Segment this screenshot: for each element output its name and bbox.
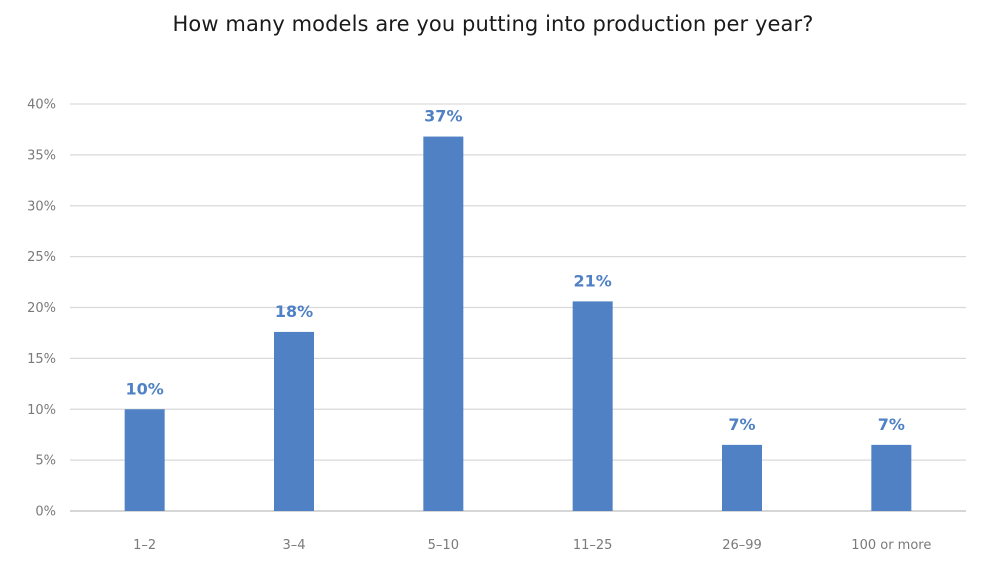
bar [124,409,165,511]
bars [124,136,912,511]
bar [722,444,762,511]
y-tick-label: 15% [27,352,56,367]
chart-title: How many models are you putting into pro… [172,12,814,36]
bar [572,301,613,511]
bar [274,331,314,511]
data-label: 21% [574,271,612,290]
y-tick-label: 20% [27,301,56,316]
x-category-label: 100 or more [851,538,931,553]
y-tick-label: 30% [27,199,56,214]
data-label: 10% [126,379,164,398]
data-label: 7% [878,415,905,434]
bar [423,136,464,511]
y-axis-tick-labels: 0% 5% 10% 15% 20% 25% 30% 35% 40% [27,98,56,520]
x-category-label: 26–99 [722,538,762,553]
x-axis-category-labels: 1–2 3–4 5–10 11–25 26–99 100 or more [133,538,931,553]
data-label: 37% [424,107,462,126]
y-tick-label: 0% [35,505,56,520]
y-tick-label: 25% [27,250,56,265]
data-label: 7% [728,415,755,434]
y-tick-label: 40% [27,98,56,113]
x-category-label: 11–25 [573,538,613,553]
y-tick-label: 35% [27,148,56,163]
x-category-label: 3–4 [282,538,305,553]
data-labels: 10% 18% 37% 21% 7% 7% [126,107,905,434]
y-tick-label: 5% [35,454,56,469]
x-category-label: 5–10 [428,538,459,553]
gridlines [70,103,966,512]
y-tick-label: 10% [27,403,56,418]
data-label: 18% [275,302,313,321]
x-category-label: 1–2 [133,538,156,553]
bar [871,444,912,511]
